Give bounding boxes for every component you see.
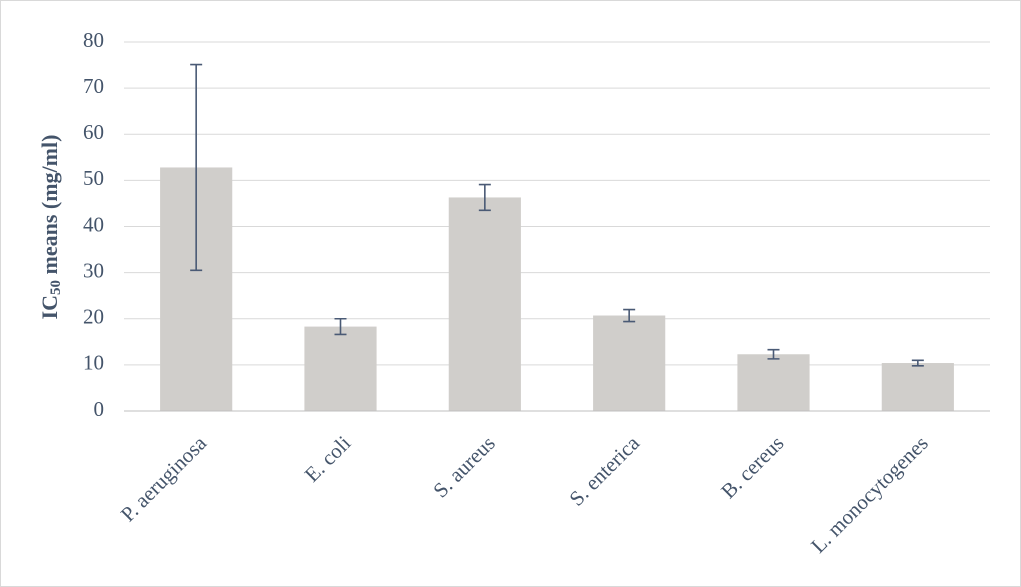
bar — [448, 197, 521, 411]
y-label-rest: means (mg/ml) — [37, 135, 62, 280]
y-tick-label: 80 — [83, 28, 104, 52]
error-bar — [623, 308, 636, 323]
error-bar — [767, 348, 780, 360]
y-tick-label: 10 — [83, 351, 104, 375]
error-bar — [478, 183, 491, 212]
y-tick-label: 70 — [83, 74, 104, 98]
bar — [304, 326, 377, 411]
error-bar — [334, 317, 347, 336]
y-tick-label: 0 — [94, 397, 105, 421]
y-tick-label: 30 — [83, 258, 104, 282]
y-tick-label: 60 — [83, 120, 104, 144]
y-axis-label: IC50 means (mg/ml) — [37, 135, 64, 320]
y-tick-label: 40 — [83, 212, 104, 236]
bar — [593, 315, 666, 411]
error-bar — [190, 63, 203, 272]
y-tick-label: 20 — [83, 305, 104, 329]
y-label-subscript: 50 — [48, 280, 64, 295]
bar — [881, 363, 954, 411]
y-label-main: IC — [37, 295, 62, 319]
bar — [737, 354, 810, 411]
y-tick-label: 50 — [83, 166, 104, 190]
error-bar — [911, 359, 924, 367]
